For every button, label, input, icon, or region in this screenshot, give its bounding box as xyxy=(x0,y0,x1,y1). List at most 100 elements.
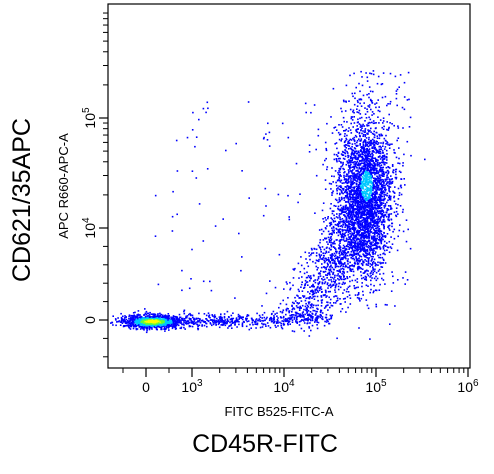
scatter-point xyxy=(365,269,368,272)
scatter-point xyxy=(329,262,332,264)
scatter-point xyxy=(371,155,374,158)
scatter-point xyxy=(166,326,168,328)
scatter-point xyxy=(350,247,353,249)
scatter-point xyxy=(221,316,223,319)
scatter-point xyxy=(347,245,349,248)
scatter-point xyxy=(311,316,313,318)
scatter-point xyxy=(353,249,356,252)
scatter-point xyxy=(358,132,361,135)
scatter-point xyxy=(310,254,312,256)
scatter-point xyxy=(353,182,356,184)
scatter-point xyxy=(153,323,155,326)
scatter-point xyxy=(289,323,291,325)
scatter-point xyxy=(147,320,150,323)
scatter-point xyxy=(148,326,151,328)
scatter-point xyxy=(218,322,220,324)
scatter-point xyxy=(159,314,161,317)
scatter-point xyxy=(369,229,372,232)
scatter-point xyxy=(317,317,319,319)
scatter-point xyxy=(370,180,373,183)
scatter-point xyxy=(378,229,380,232)
scatter-point xyxy=(124,315,126,317)
scatter-point xyxy=(375,244,378,247)
scatter-point xyxy=(360,116,363,119)
scatter-point xyxy=(330,304,333,307)
scatter-point xyxy=(352,204,355,207)
scatter-point xyxy=(370,160,373,162)
scatter-point xyxy=(339,192,341,195)
scatter-point xyxy=(242,316,244,318)
scatter-point xyxy=(217,319,220,321)
scatter-point xyxy=(256,323,259,326)
scatter-point xyxy=(370,279,372,282)
scatter-point xyxy=(360,167,363,170)
scatter-point xyxy=(280,326,283,329)
scatter-point xyxy=(330,264,332,267)
scatter-point xyxy=(310,319,312,322)
scatter-point xyxy=(261,317,263,319)
scatter-point xyxy=(400,193,403,196)
scatter-point xyxy=(350,205,353,207)
scatter-point xyxy=(353,172,355,175)
scatter-point xyxy=(197,317,199,320)
scatter-point xyxy=(342,274,345,276)
scatter-point xyxy=(384,262,387,264)
scatter-point xyxy=(337,131,340,134)
scatter-point xyxy=(350,244,353,247)
scatter-point xyxy=(316,318,318,321)
scatter-point xyxy=(190,320,193,322)
scatter-point xyxy=(373,206,375,209)
scatter-point xyxy=(219,318,221,320)
scatter-point xyxy=(377,239,380,241)
scatter-point xyxy=(379,201,381,203)
scatter-point xyxy=(144,312,147,315)
scatter-point xyxy=(356,195,359,198)
scatter-point xyxy=(363,246,365,249)
scatter-point xyxy=(188,313,190,316)
scatter-point xyxy=(375,102,378,104)
scatter-point xyxy=(377,261,379,264)
scatter-point xyxy=(345,311,347,313)
scatter-point xyxy=(180,319,182,322)
scatter-point xyxy=(171,327,174,330)
scatter-point xyxy=(340,303,342,305)
scatter-point xyxy=(211,324,213,327)
scatter-point xyxy=(144,319,147,321)
scatter-point xyxy=(349,303,352,305)
scatter-point xyxy=(382,202,385,204)
scatter-point xyxy=(346,225,349,227)
scatter-point xyxy=(400,186,403,189)
scatter-point xyxy=(175,322,177,324)
scatter-point xyxy=(356,243,359,245)
scatter-point xyxy=(333,276,336,278)
scatter-point xyxy=(336,223,339,225)
scatter-point xyxy=(371,185,373,188)
scatter-point xyxy=(366,254,368,256)
scatter-point xyxy=(347,164,350,167)
scatter-point xyxy=(146,325,149,328)
scatter-point xyxy=(387,199,389,202)
scatter-point xyxy=(329,283,332,286)
scatter-point xyxy=(360,146,362,148)
scatter-point xyxy=(344,252,347,254)
scatter-point xyxy=(360,201,362,203)
scatter-point xyxy=(380,223,383,226)
scatter-point xyxy=(345,216,348,218)
scatter-point xyxy=(367,160,369,162)
scatter-point xyxy=(380,195,383,197)
scatter-point xyxy=(218,320,221,323)
scatter-point xyxy=(372,193,374,195)
scatter-point xyxy=(382,190,384,192)
scatter-point xyxy=(192,316,194,319)
scatter-point xyxy=(383,249,386,252)
scatter-point xyxy=(178,320,180,323)
scatter-point xyxy=(373,217,375,220)
scatter-point xyxy=(360,271,362,273)
scatter-point xyxy=(353,265,355,268)
scatter-point xyxy=(319,239,322,241)
scatter-point xyxy=(169,325,172,327)
scatter-point xyxy=(355,180,358,182)
scatter-point xyxy=(330,316,333,318)
scatter-point xyxy=(266,316,268,319)
scatter-point xyxy=(327,264,329,266)
